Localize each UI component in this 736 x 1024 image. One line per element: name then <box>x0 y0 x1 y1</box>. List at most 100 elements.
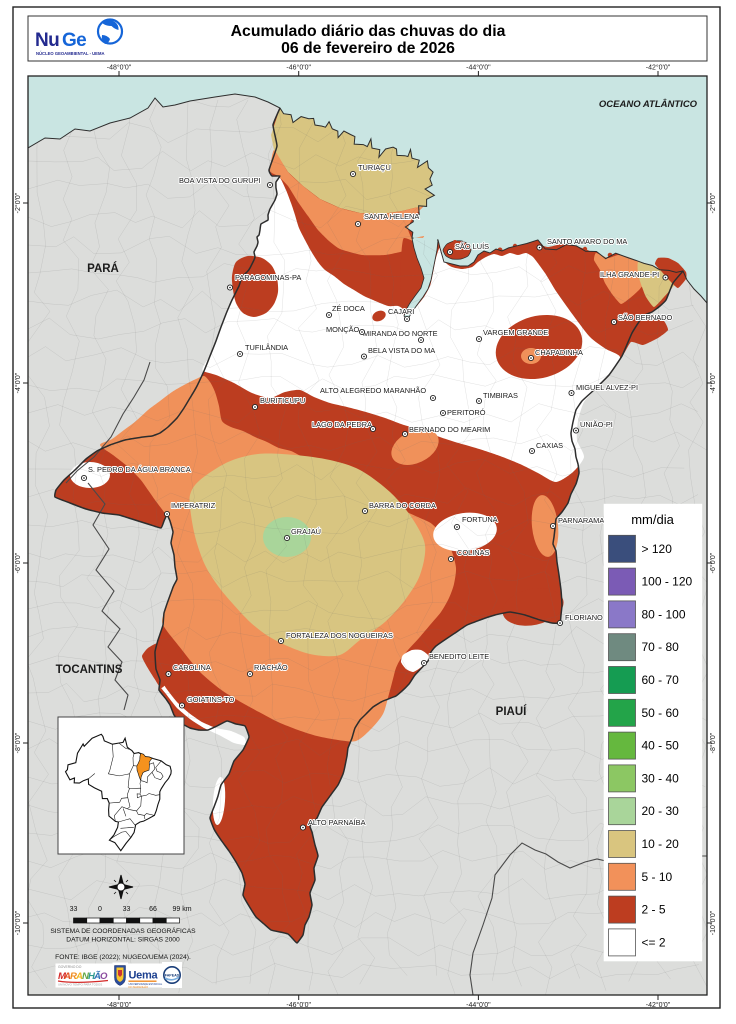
svg-text:FAPEAD: FAPEAD <box>165 974 180 978</box>
svg-text:0: 0 <box>98 906 102 913</box>
svg-text:N: N <box>82 971 90 982</box>
svg-text:06 de fevereiro de 2026: 06 de fevereiro de 2026 <box>281 40 455 57</box>
svg-text:-2°0'0": -2°0'0" <box>709 192 717 213</box>
svg-text:ALTO PARNAÍBA: ALTO PARNAÍBA <box>308 818 366 827</box>
svg-text:S. PEDRO DA ÁGUA BRANCA: S. PEDRO DA ÁGUA BRANCA <box>88 465 191 474</box>
svg-text:TOCANTINS: TOCANTINS <box>56 664 123 676</box>
svg-text:Ã: Ã <box>93 971 101 982</box>
svg-text:CAXIAS: CAXIAS <box>536 441 563 450</box>
svg-text:-46°0'0": -46°0'0" <box>286 64 311 72</box>
svg-text:2 - 5: 2 - 5 <box>642 903 666 917</box>
svg-text:SISTEMA DE COORDENADAS GEOGRÁF: SISTEMA DE COORDENADAS GEOGRÁFICAS <box>50 926 196 935</box>
svg-text:CAJARI: CAJARI <box>388 307 414 316</box>
svg-text:TIMBIRAS: TIMBIRAS <box>483 391 518 400</box>
svg-text:MONÇÃO: MONÇÃO <box>326 325 360 334</box>
svg-text:CHAPADINHA: CHAPADINHA <box>535 348 583 357</box>
svg-text:PIAUÍ: PIAUÍ <box>496 705 527 718</box>
svg-text:-44°0'0": -44°0'0" <box>466 64 491 72</box>
svg-text:DATUM HORIZONTAL: SIRGAS 2000: DATUM HORIZONTAL: SIRGAS 2000 <box>66 937 180 944</box>
svg-text:Uema: Uema <box>129 970 159 982</box>
svg-text:SANTO AMARO DO MA: SANTO AMARO DO MA <box>547 237 627 246</box>
svg-text:50 - 60: 50 - 60 <box>642 706 680 720</box>
svg-text:80 - 100: 80 - 100 <box>642 607 686 621</box>
svg-text:-4°0'0": -4°0'0" <box>709 372 717 393</box>
svg-text:SÃO LUÍS: SÃO LUÍS <box>455 242 489 251</box>
svg-text:40 - 50: 40 - 50 <box>642 739 680 753</box>
svg-text:GOVERNO DO: GOVERNO DO <box>58 965 82 969</box>
svg-text:GRAJAÚ: GRAJAÚ <box>291 527 321 536</box>
svg-text:-44°0'0": -44°0'0" <box>466 1001 491 1009</box>
svg-text:UNIVERSIDADE ESTADUAL: UNIVERSIDADE ESTADUAL <box>129 982 163 986</box>
svg-text:<= 2: <= 2 <box>642 935 666 949</box>
svg-text:100 - 120: 100 - 120 <box>642 575 693 589</box>
svg-text:BELA VISTA DO MA: BELA VISTA DO MA <box>368 346 435 355</box>
svg-text:ILHA GRANDE-PI: ILHA GRANDE-PI <box>600 270 659 279</box>
svg-text:A: A <box>63 971 71 982</box>
svg-text:BENEDITO LEITE: BENEDITO LEITE <box>429 652 489 661</box>
svg-text:FONTE: IBGE (2022); NUGEO/UEMA: FONTE: IBGE (2022); NUGEO/UEMA (2024). <box>55 954 191 961</box>
svg-text:33: 33 <box>70 906 78 913</box>
svg-text:OCEANO ATLÂNTICO: OCEANO ATLÂNTICO <box>599 98 698 110</box>
svg-text:-42°0'0": -42°0'0" <box>646 64 671 72</box>
svg-text:MIGUEL ALVEZ-PI: MIGUEL ALVEZ-PI <box>576 383 638 392</box>
svg-text:-10°0'0": -10°0'0" <box>709 910 717 935</box>
svg-text:M: M <box>58 971 67 982</box>
svg-text:ALTO ALEGREDO MARANHÃO: ALTO ALEGREDO MARANHÃO <box>320 386 426 395</box>
svg-text:mm/dia: mm/dia <box>631 512 674 527</box>
svg-text:-46°0'0": -46°0'0" <box>286 1001 311 1009</box>
svg-text:60 - 70: 60 - 70 <box>642 673 680 687</box>
svg-text:NÚCLEO GEOAMBIENTAL - UEMA: NÚCLEO GEOAMBIENTAL - UEMA <box>36 51 104 56</box>
svg-text:TUFILÂNDIA: TUFILÂNDIA <box>245 343 288 352</box>
svg-text:BERNADO DO MEARIM: BERNADO DO MEARIM <box>409 425 490 434</box>
svg-text:-6°0'0": -6°0'0" <box>709 552 717 573</box>
svg-text:H: H <box>88 971 96 982</box>
svg-text:BARRA DO CORDA: BARRA DO CORDA <box>369 501 436 510</box>
svg-text:A: A <box>75 971 83 982</box>
svg-text:5 - 10: 5 - 10 <box>642 870 673 884</box>
svg-text:UNIÃO-PI: UNIÃO-PI <box>580 420 613 429</box>
svg-text:FORTALEZA DOS NOGUEIRAS: FORTALEZA DOS NOGUEIRAS <box>286 631 393 640</box>
svg-text:-48°0'0": -48°0'0" <box>107 64 132 72</box>
svg-text:33: 33 <box>123 906 131 913</box>
svg-text:SÃO BERNADO: SÃO BERNADO <box>618 313 672 322</box>
svg-text:Acumulado diário das chuvas do: Acumulado diário das chuvas do dia <box>231 23 506 40</box>
svg-text:PARNARAMA: PARNARAMA <box>558 516 604 525</box>
svg-text:PARAGOMINAS-PA: PARAGOMINAS-PA <box>235 273 301 282</box>
svg-text:Nu: Nu <box>35 30 59 51</box>
svg-text:> 120: > 120 <box>642 542 673 556</box>
svg-text:R: R <box>70 971 77 982</box>
svg-text:-48°0'0": -48°0'0" <box>107 1001 132 1009</box>
svg-text:COLINAS: COLINAS <box>457 548 490 557</box>
svg-text:SANTA HELENA: SANTA HELENA <box>364 212 419 221</box>
svg-text:-6°0'0": -6°0'0" <box>14 552 22 573</box>
svg-text:O: O <box>100 971 108 982</box>
svg-text:PARÁ: PARÁ <box>87 262 119 275</box>
svg-text:66: 66 <box>149 906 157 913</box>
svg-text:-2°0'0": -2°0'0" <box>14 192 22 213</box>
svg-text:MIRANDA DO NORTE: MIRANDA DO NORTE <box>363 329 438 338</box>
svg-text:Ge: Ge <box>62 30 86 51</box>
svg-text:ZÉ DOCA: ZÉ DOCA <box>332 304 365 313</box>
svg-text:PERITORÓ: PERITORÓ <box>447 408 486 417</box>
svg-text:RIACHÃO: RIACHÃO <box>254 663 288 672</box>
svg-text:BOA VISTA DO GURUPI: BOA VISTA DO GURUPI <box>179 176 261 185</box>
svg-text:-10°0'0": -10°0'0" <box>14 910 22 935</box>
svg-text:99 km: 99 km <box>172 906 191 913</box>
svg-text:IMPERATRIZ: IMPERATRIZ <box>171 501 216 510</box>
svg-text:20 - 30: 20 - 30 <box>642 804 680 818</box>
svg-text:-4°0'0": -4°0'0" <box>14 372 22 393</box>
svg-text:-8°0'0": -8°0'0" <box>14 732 22 753</box>
svg-text:-42°0'0": -42°0'0" <box>646 1001 671 1009</box>
svg-text:FORTUNA: FORTUNA <box>462 515 498 524</box>
svg-text:LAGO DA PEDRA: LAGO DA PEDRA <box>312 420 372 429</box>
svg-text:UM NOVO TEMPO PARA TODOS: UM NOVO TEMPO PARA TODOS <box>58 983 102 987</box>
svg-text:30 - 40: 30 - 40 <box>642 771 680 785</box>
svg-text:-8°0'0": -8°0'0" <box>709 732 717 753</box>
svg-text:GOIATINS-TO: GOIATINS-TO <box>187 695 235 704</box>
svg-text:70 - 80: 70 - 80 <box>642 640 680 654</box>
svg-text:TURIAÇU: TURIAÇU <box>358 163 391 172</box>
svg-text:DO MARANHÃO: DO MARANHÃO <box>129 984 149 989</box>
svg-text:FLORIANO: FLORIANO <box>565 613 603 622</box>
svg-text:VARGEM GRANDE: VARGEM GRANDE <box>483 328 548 337</box>
svg-text:BURITICUPU: BURITICUPU <box>260 396 305 405</box>
